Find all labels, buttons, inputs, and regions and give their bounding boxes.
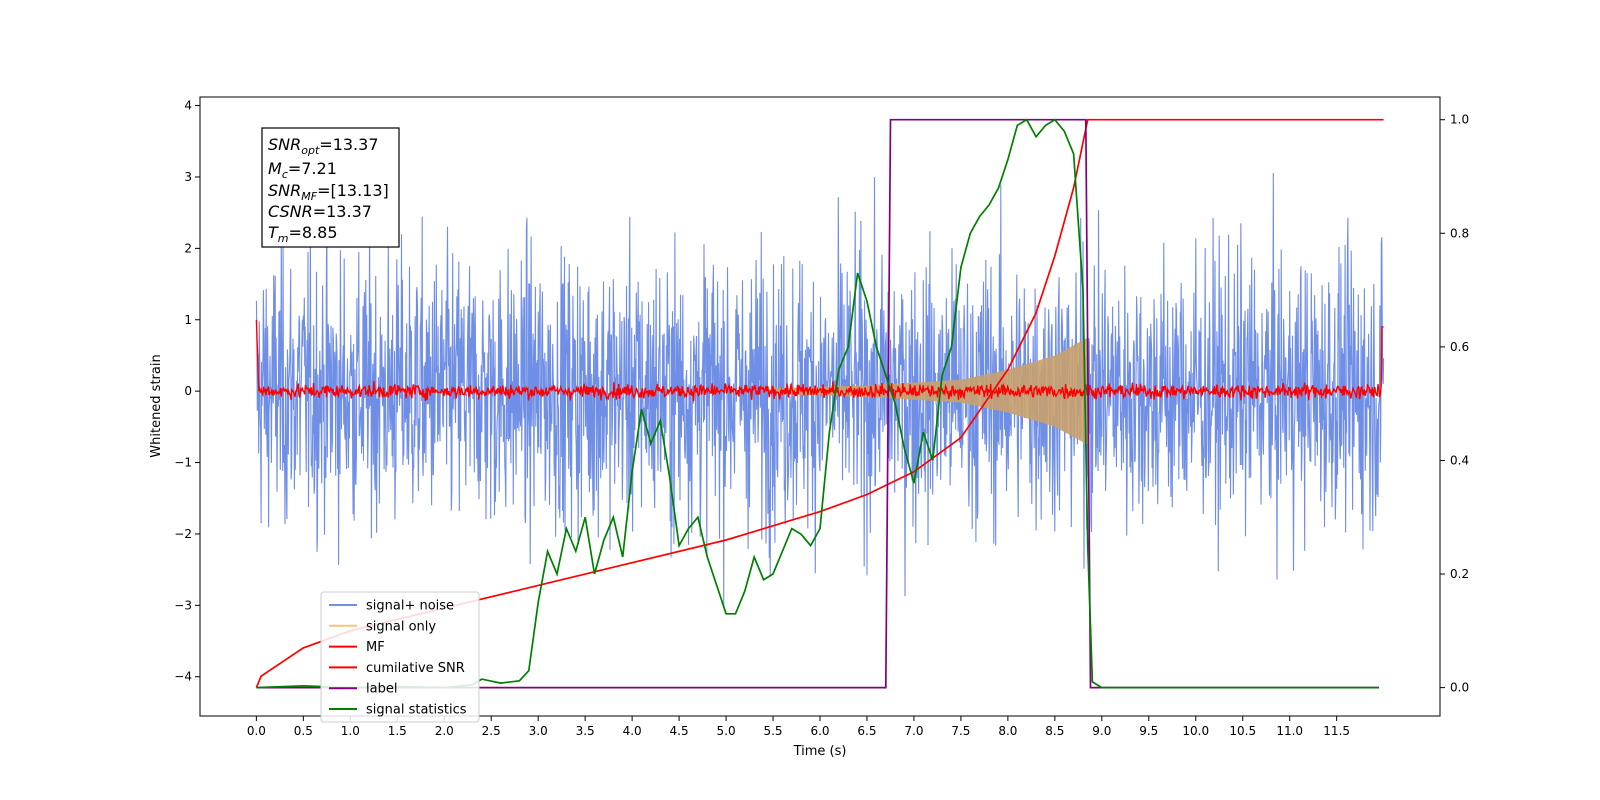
y-axis-label: Whitened strain — [149, 354, 164, 457]
x-tick-label: 3.5 — [576, 724, 595, 738]
mf-series — [255, 319, 1384, 402]
legend-label: signal+ noise — [366, 599, 454, 614]
legend-label: label — [366, 682, 397, 697]
legend-label: signal only — [366, 619, 436, 634]
x-axis: 0.0 0.5 1.0 1.5 2.0 2.5 3.0 3.5 4.0 4.5 5.0 5.5 6.0 6… — [247, 716, 1350, 738]
y-tick-label: 1 — [184, 313, 192, 327]
mf-line — [255, 319, 1384, 402]
x-tick-label: 9.0 — [1092, 724, 1111, 738]
signal-plus-noise-line — [255, 172, 1385, 607]
signal-only-envelope — [773, 337, 1088, 445]
y-tick-label: −2 — [174, 527, 192, 541]
x-tick-label: 4.5 — [670, 724, 689, 738]
x-tick-label: 2.5 — [482, 724, 501, 738]
legend-label: signal statistics — [366, 703, 467, 718]
x-axis-label: Time (s) — [793, 744, 847, 759]
y-axis-right: 1.0 0.8 0.6 0.4 0.2 0.0 — [1440, 113, 1469, 695]
x-tick-label: 5.0 — [717, 724, 736, 738]
annotation-snr-mf: SNRMF=[13.13] — [268, 181, 389, 203]
x-tick-label: 0.5 — [294, 724, 313, 738]
signal-only-series — [773, 337, 1088, 445]
x-tick-label: 11.5 — [1323, 724, 1350, 738]
legend-frame — [320, 591, 480, 723]
x-tick-label: 1.5 — [388, 724, 407, 738]
x-tick-label: 0.0 — [247, 724, 266, 738]
signal-plus-noise-series — [255, 172, 1385, 607]
annotation-csnr: CSNR=13.37 — [268, 202, 372, 221]
y2-tick-label: 0.2 — [1450, 567, 1469, 581]
y-tick-label: −1 — [174, 456, 192, 470]
x-tick-label: 7.0 — [904, 724, 923, 738]
y-tick-label: 2 — [184, 241, 192, 255]
signal-statistics-series — [256, 118, 1379, 689]
y2-tick-label: 1.0 — [1450, 113, 1469, 127]
y-tick-label: 0 — [184, 384, 192, 398]
y2-tick-label: 0.8 — [1450, 226, 1469, 240]
y-tick-label: 4 — [184, 99, 192, 113]
annotation-snr-opt: SNRopt=13.37 — [268, 135, 379, 157]
annotation-tm: Tm=8.85 — [268, 223, 338, 245]
x-tick-label: 8.0 — [998, 724, 1017, 738]
x-tick-label: 3.0 — [529, 724, 548, 738]
signal-statistics-line — [256, 118, 1379, 689]
y-axis-left: 4 3 2 1 0 −1 −2 −3 −4 — [174, 99, 200, 684]
x-tick-label: 11.0 — [1276, 724, 1303, 738]
legend-label: MF — [366, 640, 385, 655]
y-tick-label: −4 — [174, 670, 192, 684]
x-tick-label: 8.5 — [1045, 724, 1064, 738]
x-tick-label: 6.0 — [810, 724, 829, 738]
x-tick-label: 10.5 — [1229, 724, 1256, 738]
x-tick-label: 2.0 — [435, 724, 454, 738]
legend-label: cumilative SNR — [366, 661, 465, 676]
y-tick-label: 3 — [184, 170, 192, 184]
legend: signal+ noise signal only MF cumilative SNR… — [320, 591, 480, 723]
y2-tick-label: 0.6 — [1450, 340, 1469, 354]
annotation-frame — [261, 127, 400, 248]
x-tick-label: 4.0 — [623, 724, 642, 738]
x-tick-label: 10.0 — [1182, 724, 1209, 738]
y2-tick-label: 0.0 — [1450, 681, 1469, 695]
x-tick-label: 5.5 — [763, 724, 782, 738]
y-tick-label: −3 — [174, 598, 192, 612]
x-tick-label: 1.0 — [341, 724, 360, 738]
y2-tick-label: 0.4 — [1450, 453, 1469, 467]
x-tick-label: 7.5 — [951, 724, 970, 738]
snr-annotation-box: SNRopt=13.37 Mc=7.21 SNRMF=[13.13] CSNR=… — [261, 127, 400, 248]
x-tick-label: 6.5 — [857, 724, 876, 738]
annotation-mc: Mc=7.21 — [268, 159, 337, 181]
x-tick-label: 9.5 — [1139, 724, 1158, 738]
